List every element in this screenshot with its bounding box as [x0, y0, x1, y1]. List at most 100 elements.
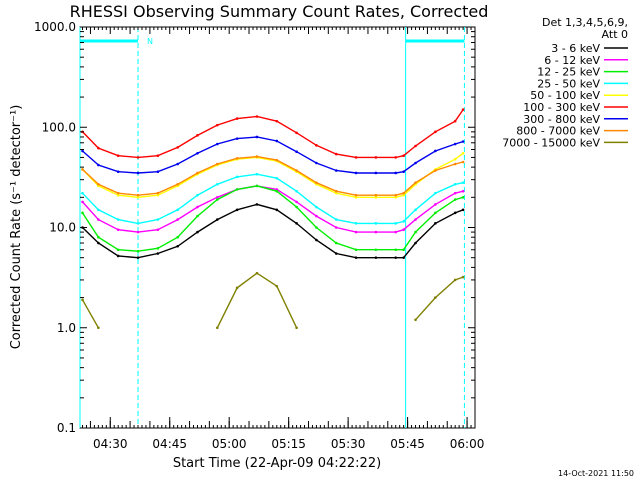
data-point: [434, 211, 437, 215]
data-point: [334, 241, 338, 245]
legend-label: 12 - 25 keV: [537, 66, 600, 79]
data-point: [374, 248, 378, 252]
data-point: [156, 252, 160, 255]
data-point: [275, 208, 279, 212]
series-0: [81, 203, 465, 259]
data-point: [315, 214, 318, 218]
data-point: [402, 170, 405, 174]
data-point: [196, 214, 199, 218]
data-point: [255, 184, 259, 188]
series-line: [82, 203, 464, 259]
data-point: [414, 241, 417, 245]
data-point: [334, 189, 338, 193]
data-point: [295, 205, 298, 209]
data-point: [334, 169, 338, 172]
data-point: [97, 241, 100, 245]
data-point: [235, 157, 239, 160]
series-6: [81, 135, 465, 175]
data-point: [216, 182, 219, 186]
legend-header-line-1: Det 1,3,4,5,6,9,: [542, 16, 628, 29]
data-point: [434, 130, 437, 134]
legend-label: 6 - 12 keV: [544, 54, 600, 67]
data-point: [136, 196, 140, 199]
data-point: [394, 171, 398, 175]
data-point: [156, 170, 160, 174]
x-tick-label: 05:15: [271, 437, 306, 451]
data-point: [235, 175, 239, 179]
data-point: [453, 191, 457, 195]
data-point: [334, 226, 338, 229]
data-point: [275, 158, 279, 162]
plot-area-frame: [79, 26, 476, 429]
data-point: [255, 203, 259, 206]
data-point: [136, 156, 140, 159]
data-point: [461, 108, 465, 111]
y-axis: 0.1 1.0 10.0 100.0 1000.0: [34, 20, 475, 435]
data-point: [461, 140, 465, 143]
data-point: [81, 211, 84, 215]
series-8: [81, 271, 465, 330]
data-point: [156, 218, 160, 221]
series-line: [81, 185, 464, 233]
data-point: [315, 226, 318, 229]
data-point: [275, 119, 279, 123]
data-point: [97, 163, 100, 167]
data-point: [295, 222, 298, 225]
data-point: [216, 123, 219, 127]
legend-label: 25 - 50 keV: [537, 77, 600, 90]
x-tick-label: 06:00: [450, 437, 485, 451]
data-point: [354, 196, 358, 199]
data-point: [402, 256, 405, 259]
data-point: [176, 244, 179, 248]
data-point: [216, 198, 219, 201]
data-point: [255, 135, 259, 139]
data-point: [434, 169, 437, 172]
legend-label: 7000 - 15000 keV: [502, 136, 600, 149]
data-point: [402, 220, 405, 223]
x-tick-label: 04:45: [152, 437, 187, 451]
data-point: [255, 172, 259, 176]
data-point: [461, 275, 465, 279]
data-point: [136, 256, 140, 259]
series-line: [81, 109, 464, 159]
data-point: [235, 137, 239, 140]
data-point: [394, 156, 398, 159]
data-point: [354, 156, 358, 159]
data-point: [402, 193, 405, 197]
data-point: [374, 256, 378, 259]
data-point: [394, 222, 398, 225]
data-point: [434, 191, 437, 195]
data-point: [402, 248, 405, 252]
legend-label: 3 - 6 keV: [551, 42, 600, 55]
data-point: [116, 191, 120, 195]
data-point: [434, 203, 437, 206]
data-point: [216, 218, 219, 221]
data-point: [216, 162, 219, 166]
data-point: [116, 193, 120, 197]
data-point: [402, 191, 405, 195]
data-point: [374, 171, 378, 175]
data-point: [374, 222, 378, 225]
data-point: [97, 146, 100, 150]
data-point: [156, 228, 160, 232]
series-line: [82, 136, 464, 174]
data-point: [334, 252, 338, 255]
data-point: [315, 181, 318, 184]
data-point: [156, 193, 160, 197]
data-point: [81, 191, 84, 195]
data-point: [461, 196, 465, 199]
data-point: [235, 188, 239, 191]
data-point: [216, 196, 219, 199]
data-point: [394, 248, 398, 252]
data-point: [275, 188, 279, 191]
data-point: [255, 115, 259, 118]
x-axis-label: Start Time (22-Apr-09 04:22:22): [173, 456, 381, 471]
data-point: [394, 196, 398, 199]
y-tick-label: 10.0: [49, 221, 76, 235]
x-tick-label: 05:00: [212, 437, 247, 451]
series-line: [81, 185, 464, 252]
data-point: [275, 189, 279, 193]
series-3: [81, 172, 465, 225]
data-point: [453, 278, 457, 282]
